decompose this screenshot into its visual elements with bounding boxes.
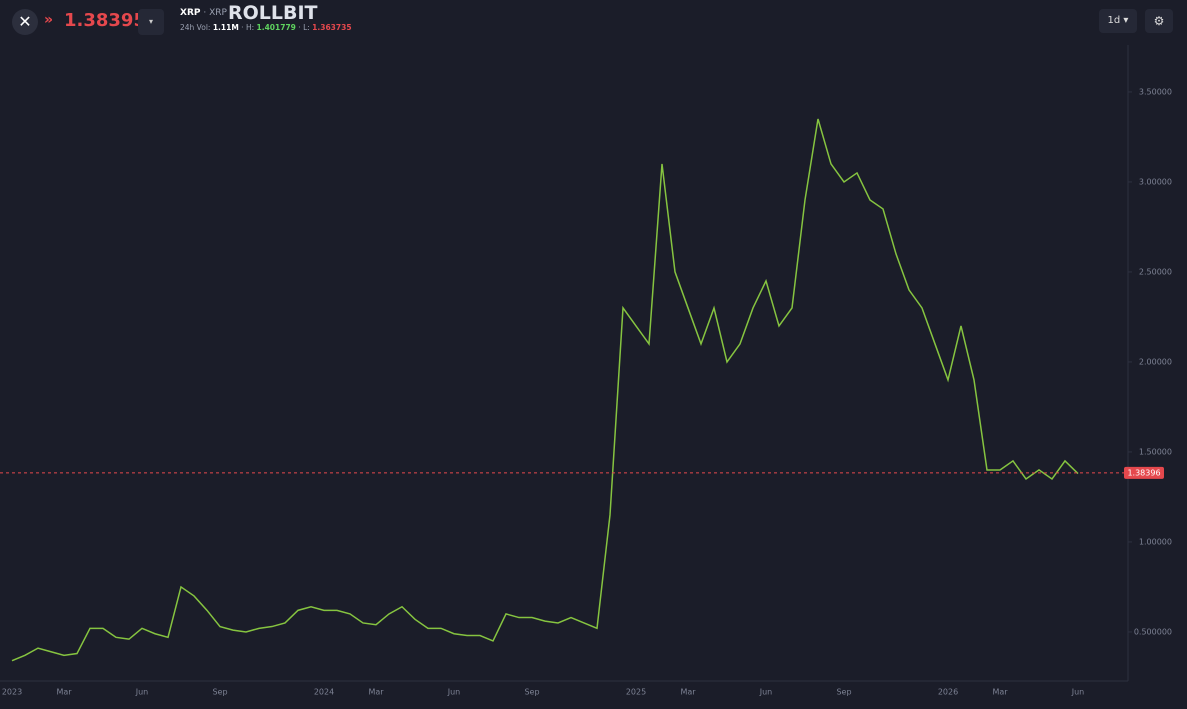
x-tick-label: Mar: [680, 688, 696, 697]
vol-label: 24h Vol:: [180, 23, 211, 32]
current-price-tag: [1124, 466, 1164, 479]
price-line: [11, 118, 1079, 662]
high-label: H:: [245, 23, 255, 32]
x-tick-label: Jun: [1071, 688, 1085, 697]
vol: 1.11M: [212, 23, 239, 32]
x-tick-label: 2024: [314, 688, 334, 697]
price: 1.383956: [64, 10, 159, 31]
stats: 24h Vol: 1.11M · H: 1.401779 · L: 1.3637…: [180, 23, 352, 32]
x-tick-label: 2023: [2, 688, 22, 697]
y-tick-label: 2.00000: [1139, 357, 1172, 366]
down-icon: »: [44, 12, 54, 28]
x-tick-label: 2025: [626, 688, 646, 697]
x-tick-label: Jun: [135, 688, 149, 697]
x-tick-label: Mar: [56, 688, 72, 697]
x-tick-label: Sep: [212, 688, 227, 697]
current-price-label: 1.38396: [1127, 468, 1160, 477]
pair-quote: XRP: [209, 8, 227, 18]
brand: ROLLBIT: [228, 2, 318, 24]
pair: XRP · XRP: [180, 8, 227, 18]
x-tick-label: Jun: [759, 688, 773, 697]
x-tick-label: Sep: [524, 688, 539, 697]
interval: 1d: [1107, 15, 1121, 26]
y-tick-label: 2.50000: [1139, 267, 1172, 276]
x-tick-label: 2026: [938, 688, 958, 697]
y-tick-label: 3.50000: [1139, 87, 1172, 96]
pair-base: XRP: [180, 8, 201, 18]
logo-button[interactable]: ✕: [12, 9, 38, 35]
x-tick-label: Sep: [836, 688, 851, 697]
x-tick-label: Mar: [368, 688, 384, 697]
high: 1.401779: [256, 23, 296, 32]
x-tick-label: Jun: [447, 688, 461, 697]
y-tick-label: 0.500000: [1134, 627, 1172, 636]
low: 1.363735: [312, 23, 352, 32]
x-tick-label: Mar: [992, 688, 1008, 697]
y-tick-label: 1.50000: [1139, 447, 1172, 456]
y-tick-label: 1.00000: [1139, 537, 1172, 546]
dropdown[interactable]: ▾: [138, 9, 164, 35]
low-label: L:: [303, 23, 310, 32]
interval-button[interactable]: 1d ▾: [1099, 9, 1137, 33]
settings-button[interactable]: ⚙: [1145, 9, 1173, 33]
y-tick-label: 3.00000: [1139, 177, 1172, 186]
